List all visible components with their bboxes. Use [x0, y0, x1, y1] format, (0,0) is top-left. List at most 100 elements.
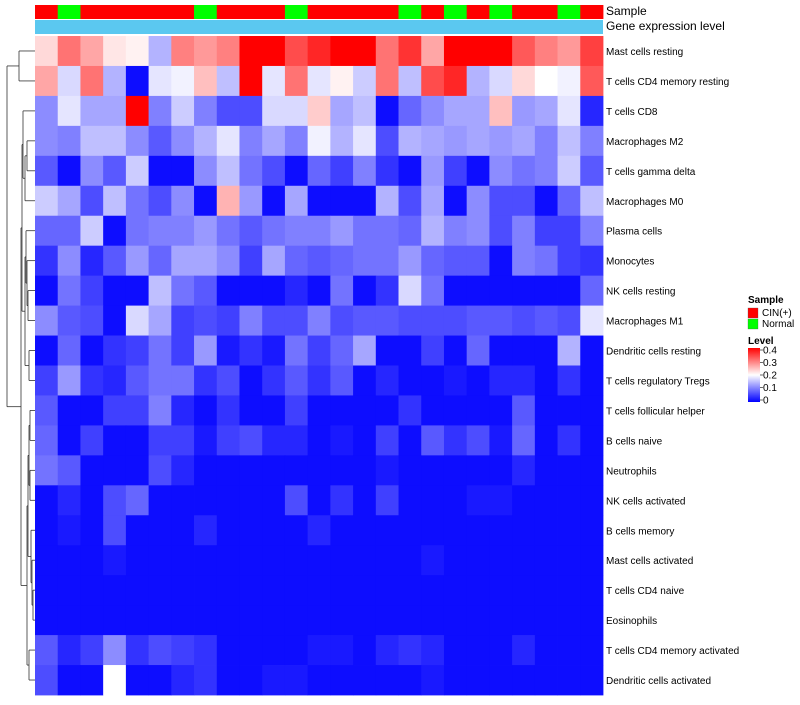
heatmap-cell — [80, 125, 104, 157]
heatmap-cell — [125, 545, 149, 576]
heatmap-cell — [557, 305, 581, 336]
heatmap-cell — [534, 545, 558, 576]
heatmap-cell — [534, 665, 558, 696]
heatmap-cell — [57, 305, 81, 336]
heatmap-cell — [421, 245, 445, 277]
row-label: Neutrophils — [606, 466, 657, 477]
heatmap-cell — [262, 665, 286, 696]
heatmap-cell — [580, 425, 604, 456]
heatmap-cell — [580, 36, 604, 67]
heatmap-cell — [375, 635, 399, 666]
heatmap-cell — [148, 185, 172, 217]
heatmap-cell — [148, 605, 172, 636]
heatmap-cell — [534, 605, 558, 636]
heatmap-cell — [307, 485, 331, 516]
row-label: B cells naive — [606, 436, 663, 447]
heatmap-cell — [421, 36, 445, 67]
heatmap-cell — [307, 635, 331, 666]
heatmap-cell — [125, 36, 149, 67]
heatmap-cell — [239, 95, 263, 127]
heatmap-cell — [557, 245, 581, 277]
heatmap-cell — [557, 605, 581, 636]
heatmap-cell — [489, 545, 513, 576]
heatmap-cell — [307, 605, 331, 636]
heatmap-cell — [57, 36, 81, 67]
heatmap-cell — [239, 575, 263, 606]
heatmap-cell — [80, 605, 104, 636]
heatmap-cell — [466, 605, 490, 636]
sample-annotation-cell — [353, 5, 377, 19]
heatmap-cell — [353, 155, 377, 187]
heatmap-cell — [580, 575, 604, 606]
heatmap-cell — [262, 95, 286, 127]
legend-level-ticks: 0.40.3 0.20.1 0 — [760, 346, 777, 407]
heatmap-cell — [534, 395, 558, 426]
heatmap-cell — [489, 515, 513, 546]
heatmap-cell — [512, 365, 536, 396]
heatmap-cell — [330, 365, 354, 396]
heatmap-cell — [489, 635, 513, 666]
heatmap-cell — [443, 545, 468, 576]
heatmap-cell — [353, 335, 377, 366]
heatmap-cell — [466, 155, 490, 187]
heatmap-cell — [57, 65, 81, 97]
sample-annotation-cell — [580, 5, 604, 19]
heatmap-cell — [307, 455, 331, 486]
heatmap-cell — [443, 455, 468, 486]
heatmap-cell — [262, 215, 286, 247]
heatmap-cell — [103, 125, 127, 157]
heatmap-cell — [239, 215, 263, 247]
heatmap-cell — [194, 485, 218, 516]
heatmap-cell — [103, 425, 127, 456]
sample-annotation-cell — [330, 5, 354, 19]
heatmap-cell — [239, 36, 263, 67]
heatmap-cell — [421, 125, 445, 157]
heatmap-cell — [580, 365, 604, 396]
heatmap-cell — [443, 215, 468, 247]
row-label: NK cells resting — [606, 287, 675, 298]
heatmap-cell — [148, 395, 172, 426]
heatmap-cell — [125, 575, 149, 606]
heatmap-cell — [489, 395, 513, 426]
heatmap-cell — [534, 245, 558, 277]
heatmap-cell — [194, 245, 218, 277]
heatmap-cell — [80, 36, 104, 67]
heatmap-cell — [35, 305, 59, 336]
heatmap-cell — [103, 36, 127, 67]
heatmap-cell — [443, 665, 468, 696]
heatmap-cell — [262, 185, 286, 217]
heatmap-cell — [171, 365, 195, 396]
heatmap-cell — [489, 275, 513, 306]
heatmap-cell — [580, 215, 604, 247]
heatmap-cell — [35, 245, 59, 277]
heatmap-cell — [80, 635, 104, 666]
sample-annotation-cell — [103, 5, 127, 19]
heatmap-cell — [216, 185, 240, 217]
heatmap-cell — [284, 365, 309, 396]
heatmap-cell — [239, 455, 263, 486]
heatmap-cell — [512, 305, 536, 336]
heatmap-cell — [398, 485, 422, 516]
heatmap-cell — [239, 275, 263, 306]
heatmap-cell — [398, 515, 422, 546]
heatmap-cell — [330, 65, 354, 97]
heatmap-cell — [330, 125, 354, 157]
heatmap-cell — [375, 485, 399, 516]
heatmap-cell — [307, 425, 331, 456]
heatmap-cell — [466, 36, 490, 67]
heatmap-cell — [125, 605, 149, 636]
heatmap-cell — [171, 155, 195, 187]
heatmap-cell — [330, 185, 354, 217]
heatmap-cell — [330, 95, 354, 127]
heatmap-cell — [125, 125, 149, 157]
row-label: Macrophages M1 — [606, 317, 684, 328]
sample-annotation-cell — [35, 5, 59, 19]
heatmap-cell — [148, 575, 172, 606]
heatmap-cell — [534, 485, 558, 516]
heatmap-cell — [489, 245, 513, 277]
heatmap-cell — [353, 635, 377, 666]
heatmap-cell — [398, 365, 422, 396]
heatmap-cell — [353, 515, 377, 546]
heatmap-cell — [398, 155, 422, 187]
heatmap-cell — [103, 365, 127, 396]
